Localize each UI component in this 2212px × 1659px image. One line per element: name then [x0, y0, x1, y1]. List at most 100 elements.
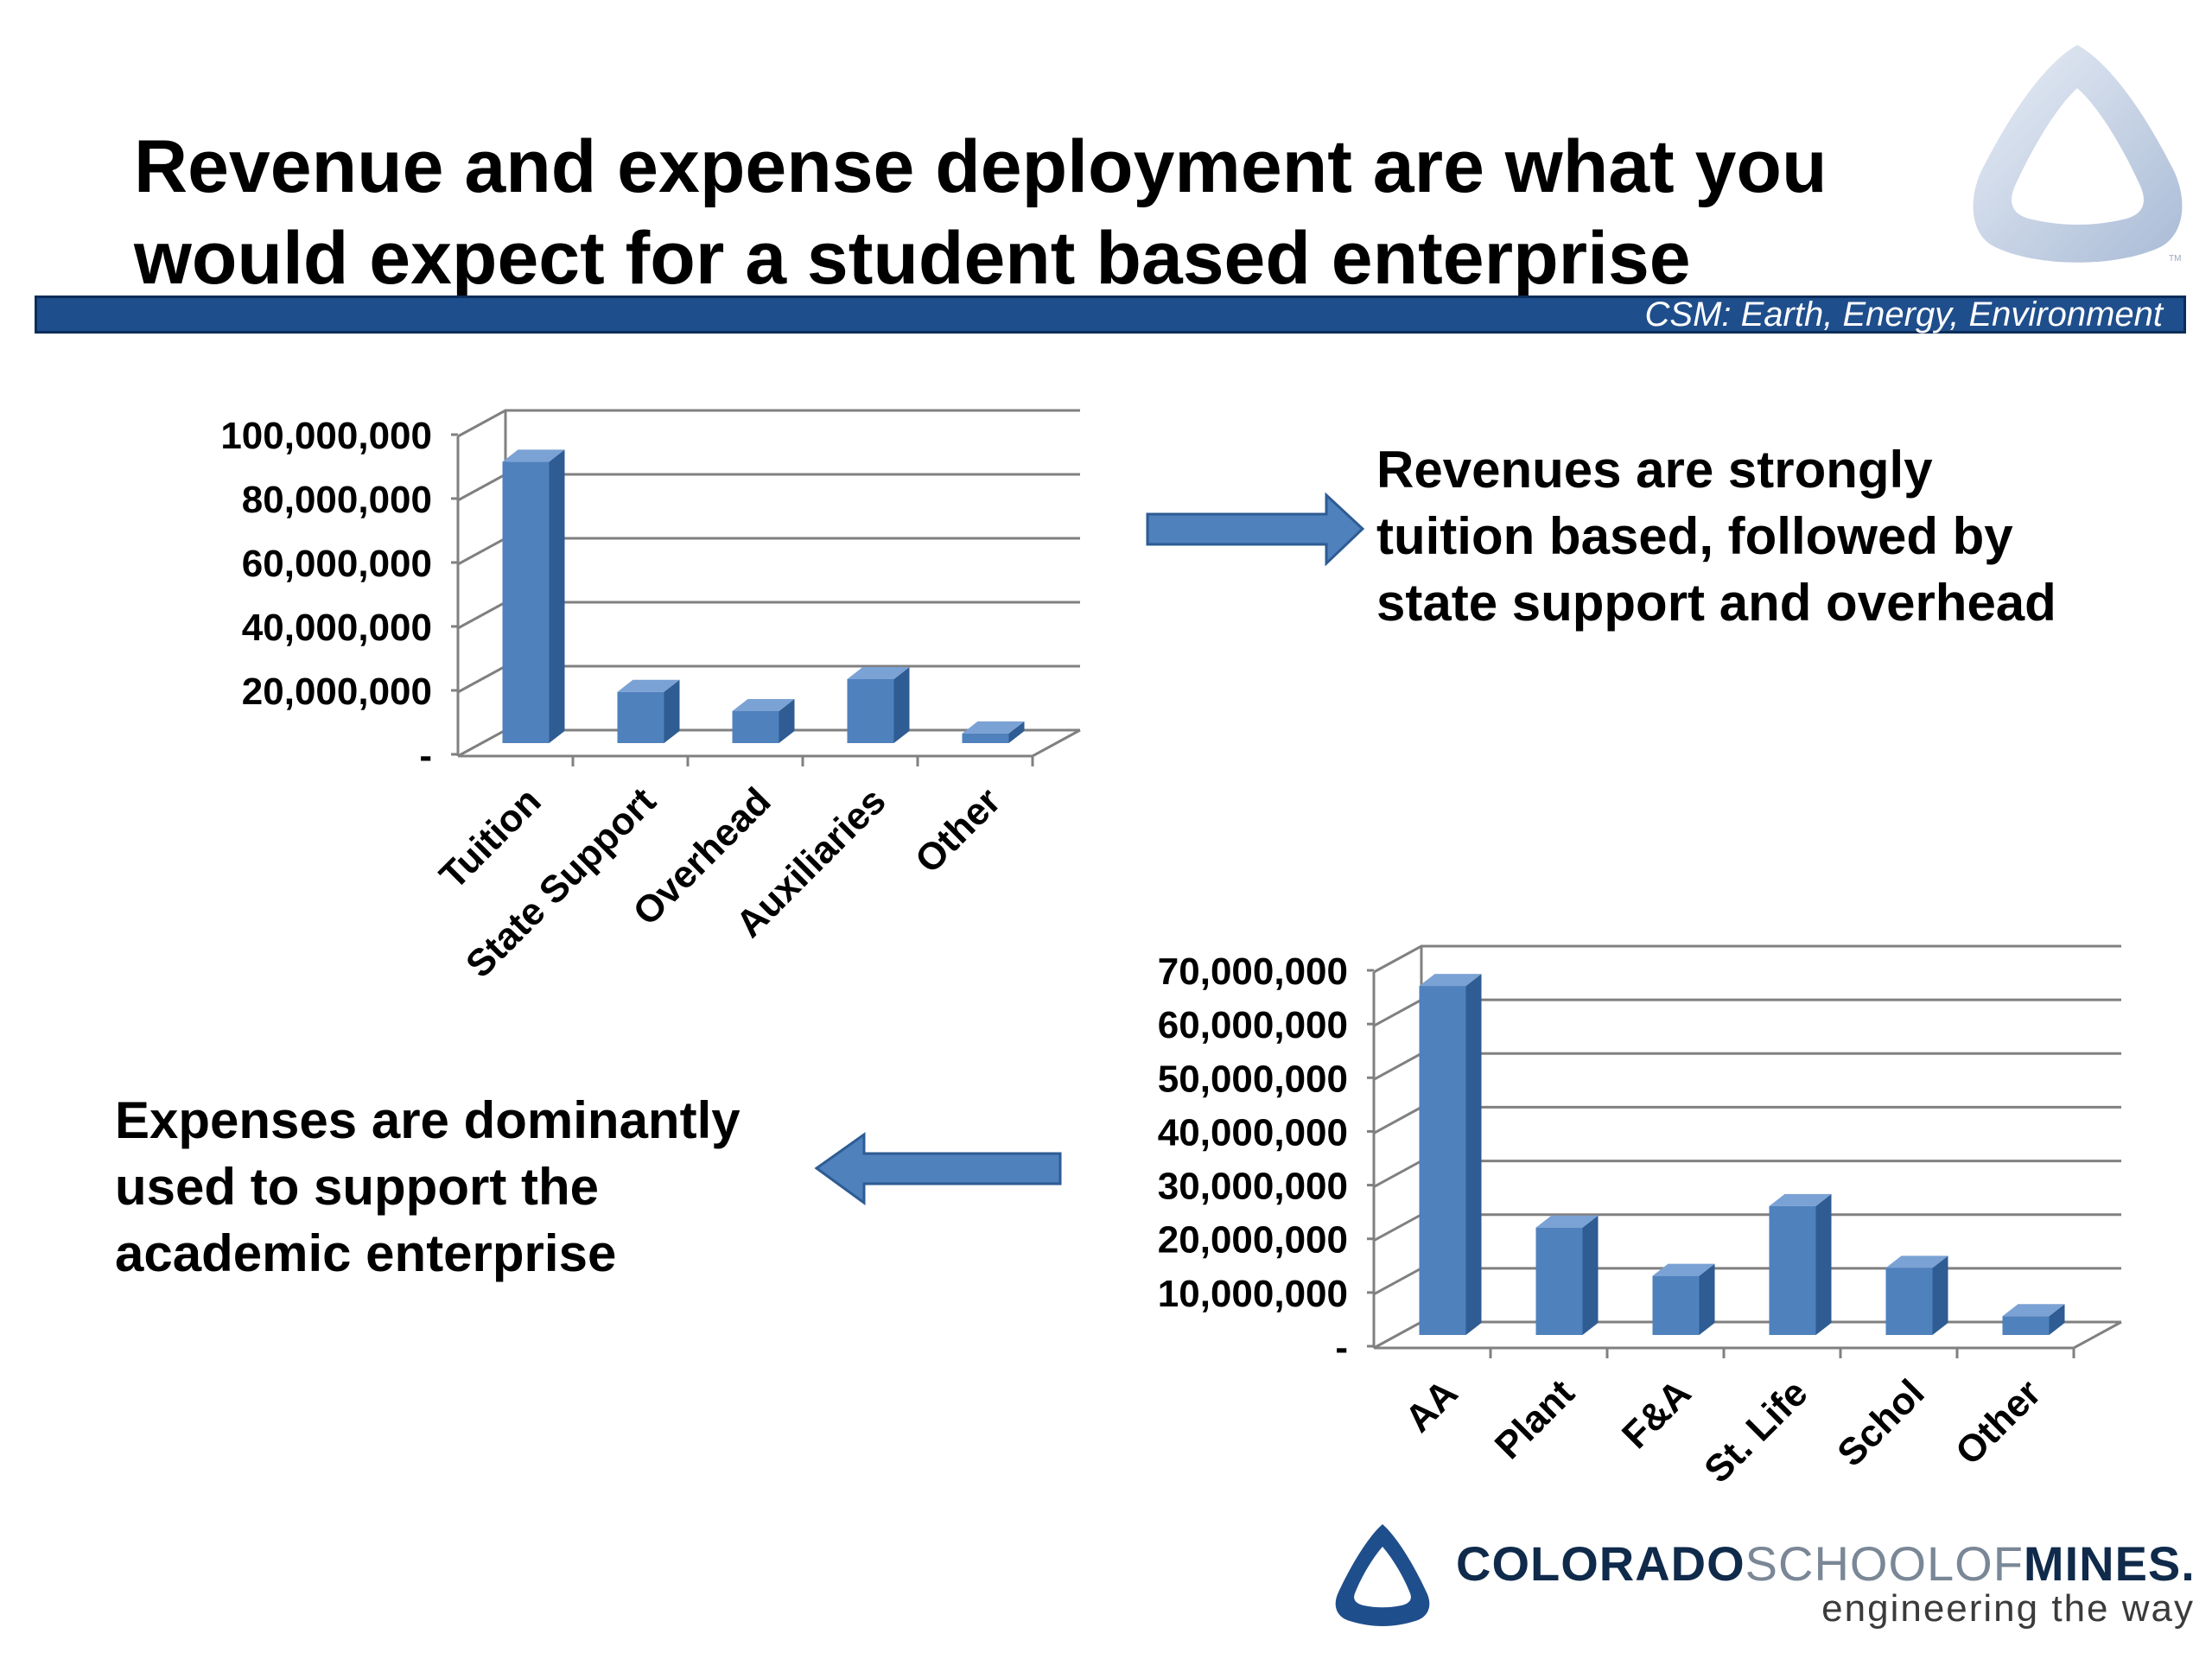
bar-top	[1769, 1193, 1832, 1206]
y-tick-label: 50,000,000	[1158, 1058, 1348, 1100]
revenue-bar-chart: - 20,000,000 40,000,000 60,000,000 80,000,00…	[220, 409, 1081, 986]
expenses-callout-line-2: used to support the	[115, 1158, 599, 1216]
y-tick-label: 70,000,000	[1158, 950, 1348, 993]
bar-side	[549, 449, 565, 743]
revenue-callout: Revenues are strongly tuition based, fol…	[1376, 436, 2206, 636]
y-tick-label: 60,000,000	[242, 543, 432, 585]
x-category-label: Other	[907, 779, 1009, 881]
gridline	[1373, 998, 2121, 1027]
bar	[1419, 974, 1482, 1335]
x-category-label: F&A	[1614, 1371, 1700, 1457]
expenses-callout-line-1: Expenses are dominantly	[115, 1091, 741, 1149]
bar-top	[1652, 1263, 1715, 1276]
brand-tagline: engineering the way	[1821, 1587, 2195, 1630]
bar-side	[1008, 721, 1025, 743]
bar	[962, 721, 1025, 743]
header-tagline: CSM: Earth, Energy, Environment	[1644, 296, 2164, 334]
bar-front	[2002, 1316, 2050, 1335]
gridline	[457, 409, 1080, 438]
bar-side	[779, 699, 795, 743]
bar-top	[847, 667, 910, 679]
y-tick-label: 100,000,000	[220, 415, 432, 457]
bar-front	[847, 679, 894, 743]
y-tick-label: 40,000,000	[1158, 1111, 1348, 1154]
svg-text:TM: TM	[2169, 254, 2181, 264]
x-category-label: Schol	[1829, 1371, 1932, 1474]
bar-top	[1419, 974, 1482, 987]
y-tick-label: -	[419, 734, 432, 777]
x-category-label: Tuition	[432, 779, 550, 897]
bar	[617, 679, 680, 743]
arrow-left-icon	[814, 1132, 1062, 1205]
bar-side	[664, 679, 680, 743]
expenses-callout: Expenses are dominantly used to support …	[115, 1087, 893, 1287]
bar	[2002, 1304, 2065, 1335]
bar	[1769, 1193, 1832, 1335]
x-category-label: Other	[1948, 1371, 2050, 1473]
y-tick-label: 80,000,000	[242, 479, 432, 521]
revenue-callout-line-1: Revenues are strongly	[1376, 441, 1933, 499]
gridline	[1373, 1267, 2121, 1296]
bar-front	[1885, 1268, 1933, 1335]
bar	[847, 667, 910, 743]
bar	[502, 449, 565, 743]
y-tick-label: 10,000,000	[1158, 1273, 1348, 1315]
gridline	[1373, 1160, 2121, 1188]
bar	[1535, 1215, 1599, 1335]
expenses-bar-chart: - 10,000,000 20,000,000 30,000,000 40,000,00…	[1158, 944, 2122, 1491]
bar-front	[617, 691, 664, 743]
bar-front	[502, 461, 550, 743]
bar-top	[1885, 1255, 1948, 1268]
mines-triangle-logo: TM	[1973, 45, 2183, 264]
gridline	[1373, 1052, 2121, 1081]
header-bar: CSM: Earth, Energy, Environment	[35, 296, 2186, 334]
brand-part-mines: MINES	[2023, 1536, 2182, 1591]
x-category-label: AA	[1397, 1371, 1466, 1440]
bar	[732, 699, 795, 743]
bar-side	[1815, 1193, 1832, 1335]
revenue-callout-line-3: state support and overhead	[1376, 574, 2056, 632]
x-category-label: Plant	[1487, 1371, 1583, 1467]
bar-side	[1932, 1255, 1948, 1335]
bar-front	[1769, 1205, 1816, 1335]
bar-side	[1465, 974, 1482, 1335]
y-tick-label: 20,000,000	[242, 671, 432, 713]
bar-front	[1419, 986, 1466, 1335]
bar-top	[617, 679, 680, 692]
expenses-callout-line-3: academic enterprise	[115, 1224, 617, 1282]
bar	[1652, 1263, 1715, 1335]
y-tick-label: 40,000,000	[242, 607, 432, 649]
brand-part-dot: .	[2181, 1536, 2196, 1591]
bar-top	[732, 699, 795, 711]
bar-top	[2002, 1304, 2065, 1317]
x-category-label: St. Life	[1696, 1371, 1815, 1491]
y-tick-label: 60,000,000	[1158, 1004, 1348, 1046]
brand-part-schoolof: SCHOOLOF	[1745, 1536, 2024, 1591]
arrow-right-icon	[1146, 493, 1365, 566]
mines-footer-mark-icon	[1335, 1524, 1430, 1626]
bar	[1885, 1255, 1948, 1335]
bar-front	[1535, 1227, 1583, 1335]
y-tick-label: -	[1335, 1326, 1348, 1369]
y-tick-label: 30,000,000	[1158, 1166, 1348, 1208]
revenue-callout-line-2: tuition based, followed by	[1376, 507, 2013, 565]
slide-title: Revenue and expense deployment are what …	[134, 121, 1905, 304]
gridline	[1373, 1213, 2121, 1243]
bar-top	[962, 721, 1025, 734]
title-line-1: Revenue and expense deployment are what …	[134, 125, 1827, 208]
bar-side	[1582, 1215, 1599, 1335]
bar-front	[962, 733, 1009, 743]
footer-logo: COLORADOSCHOOLOFMINES. engineering the w…	[1331, 1516, 2195, 1646]
bar-front	[1652, 1275, 1700, 1335]
bar-side	[2049, 1304, 2065, 1335]
bar-front	[732, 711, 779, 743]
gridline	[1373, 944, 2121, 974]
title-line-2: would expect for a student based enterpr…	[134, 217, 1691, 300]
brand-name: COLORADOSCHOOLOFMINES.	[1456, 1535, 2196, 1592]
bar-top	[502, 449, 565, 462]
gridline	[1373, 1105, 2121, 1135]
bar-top	[1535, 1215, 1599, 1228]
bar-side	[1699, 1263, 1715, 1335]
brand-part-colorado: COLORADO	[1456, 1536, 1745, 1591]
y-tick-label: 20,000,000	[1158, 1219, 1348, 1262]
